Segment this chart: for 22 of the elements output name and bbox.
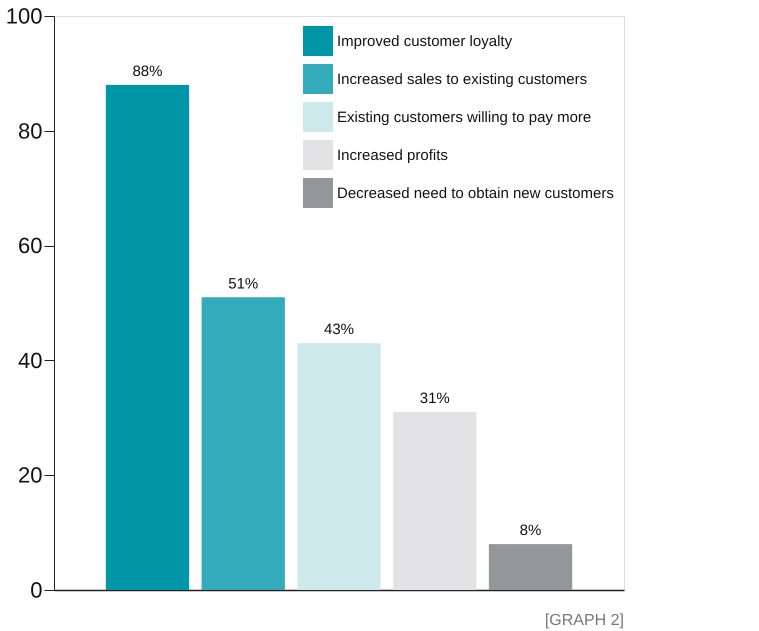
legend-label: Increased sales to existing customers [337,71,588,88]
data-label: 43% [324,321,354,338]
legend-label: Existing customers willing to pay more [337,109,592,126]
bar [202,297,285,590]
y-tick-label: 100 [6,4,42,28]
y-tick-label: 40 [18,348,42,373]
data-label: 31% [420,390,450,408]
data-label: 8% [520,522,542,540]
y-tick-label: 60 [18,233,42,258]
y-tick-label: 20 [18,462,42,488]
legend-label: Improved customer loyalty [337,33,513,50]
y-tick-label: 0 [30,578,42,602]
y-tick-label: 80 [18,118,42,144]
legend-label: Decreased need to obtain new customers [337,185,614,202]
bar [106,84,190,590]
bar [297,343,381,590]
text: [GRAPH 2] [544,612,624,629]
legend-label: Increased profits [337,147,448,164]
bar [488,544,572,590]
data-label: 51% [228,275,258,292]
data-label: 88% [132,62,162,80]
bar [393,412,476,590]
